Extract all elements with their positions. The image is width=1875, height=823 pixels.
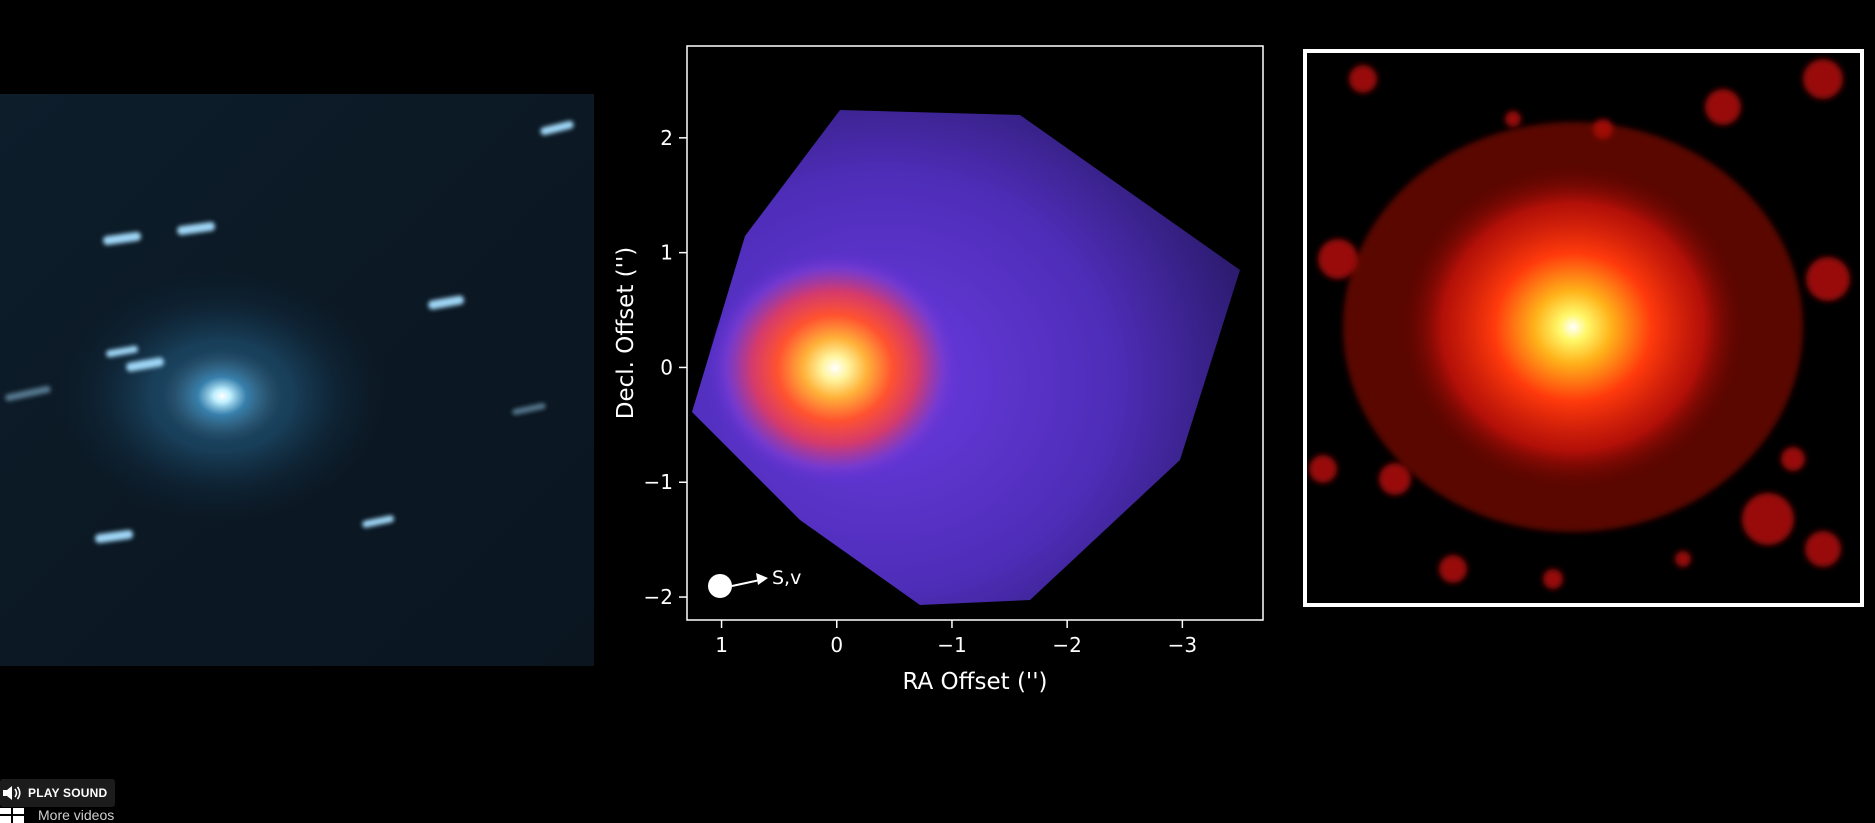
- x-tick-label: 0: [830, 633, 843, 657]
- x-tick-label: 1: [715, 633, 728, 657]
- x-axis-label: RA Offset (''): [902, 669, 1047, 695]
- x-tick-label: −1: [937, 633, 966, 657]
- y-axis-label: Decl. Offset (''): [613, 247, 639, 420]
- direction-arrow-head: [756, 573, 768, 585]
- play-sound-button[interactable]: PLAY SOUND: [0, 779, 116, 807]
- plot-frame: [686, 45, 1264, 621]
- y-tick-label: 2: [660, 126, 673, 150]
- comet-photo: [0, 94, 594, 666]
- more-videos-link[interactable]: More videos: [0, 806, 114, 823]
- y-axis: 2 1 0 −1 −2: [644, 126, 687, 609]
- speaker-icon: [2, 784, 22, 802]
- direction-arrow: [731, 579, 761, 587]
- offset-map-chart: 1 0 −1 −2 −3 2 1 0 −1 −2 RA Offset ('') Decl. Of…: [600, 40, 1270, 710]
- y-tick-label: −2: [644, 585, 673, 609]
- y-tick-label: −1: [644, 470, 673, 494]
- y-tick-label: 0: [660, 355, 673, 379]
- image-frame: [1303, 49, 1864, 607]
- play-sound-label: PLAY SOUND: [28, 786, 108, 800]
- red-emission-map: [1303, 49, 1864, 607]
- grid-icon: [0, 806, 26, 823]
- x-axis: 1 0 −1 −2 −3: [715, 620, 1197, 657]
- y-tick-label: 1: [660, 241, 673, 265]
- direction-label: S,v: [772, 567, 801, 589]
- more-videos-label: More videos: [38, 806, 115, 823]
- beam-marker: [708, 574, 732, 598]
- x-tick-label: −3: [1168, 633, 1197, 657]
- x-tick-label: −2: [1052, 633, 1081, 657]
